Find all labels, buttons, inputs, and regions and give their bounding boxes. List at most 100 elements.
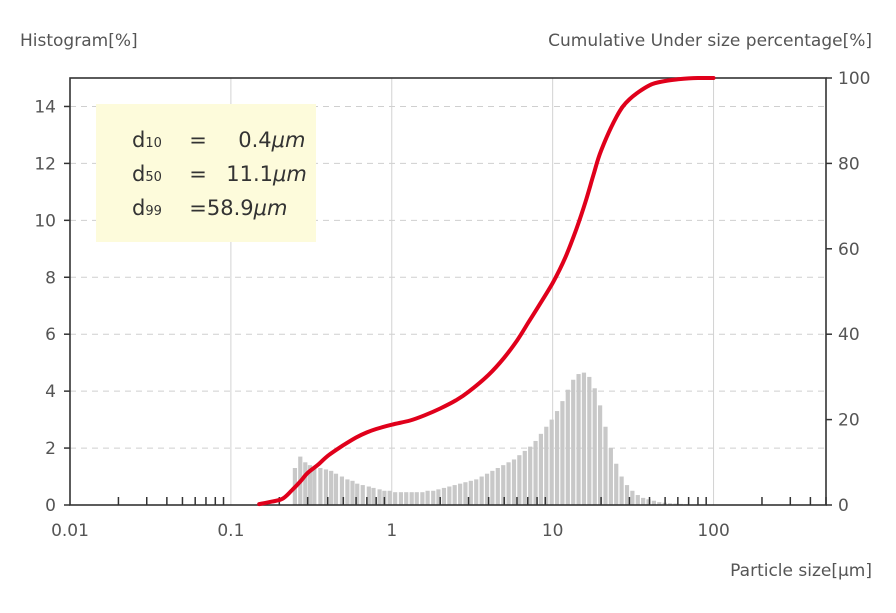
histogram-bar [409, 492, 414, 505]
histogram-bar [458, 483, 463, 505]
histogram-bar [436, 489, 441, 505]
histogram-bar [544, 426, 549, 505]
stat-subscript: 50 [145, 170, 162, 185]
y-right-tick-label: 100 [838, 69, 870, 89]
histogram-bar [420, 492, 425, 505]
stat-equals: = [189, 196, 207, 220]
histogram-bar [528, 446, 533, 505]
stat-label: d [132, 128, 146, 152]
histogram-bar [587, 376, 592, 505]
histogram-bar [490, 470, 495, 505]
y-left-tick-label: 0 [45, 496, 56, 516]
histogram-bar [431, 490, 436, 505]
histogram-bar [329, 470, 334, 505]
stat-value: 0.4 [238, 128, 272, 152]
cumulative-curve [257, 75, 716, 507]
histogram-bar [554, 411, 560, 505]
histogram-bar [398, 492, 404, 505]
histogram-bar [624, 485, 630, 505]
x-tick-label: 10 [542, 521, 564, 541]
histogram-bar [495, 467, 500, 505]
histogram-bar [581, 372, 587, 505]
histogram-bar [371, 487, 376, 505]
x-tick-label: 100 [697, 521, 729, 541]
right-axis-title: Cumulative Under size percentage[%] [548, 31, 872, 51]
histogram-bar [452, 485, 457, 505]
histogram-bar [517, 455, 522, 505]
histogram-bar [318, 467, 323, 505]
histogram-bar [345, 479, 350, 505]
x-tick-label: 0.1 [217, 521, 244, 541]
stat-value: 11.1 [226, 162, 274, 186]
histogram-bar [307, 465, 313, 505]
histogram-bar [312, 466, 317, 505]
histogram-bar [303, 462, 308, 505]
stat-unit: μm [253, 196, 288, 220]
histogram-bar [533, 440, 538, 505]
stat-label: d [132, 162, 146, 186]
stat-equals: = [189, 162, 207, 186]
histogram-bar [501, 465, 506, 505]
histogram-bar [598, 405, 603, 505]
histogram-bar [333, 473, 339, 505]
histogram-bar [387, 490, 392, 505]
histogram-bar [522, 450, 527, 505]
stat-row-d10: d10 = 0.4μm [132, 128, 305, 152]
stat-equals: = [189, 128, 207, 152]
histogram-bar [603, 426, 608, 505]
histogram-bar [619, 476, 624, 505]
histogram-bar [608, 448, 613, 505]
histogram-bar [565, 389, 570, 505]
histogram-bar [366, 486, 371, 505]
histogram-bar [474, 479, 479, 505]
histogram-bar [468, 480, 473, 505]
y-left-tick-label: 14 [34, 97, 56, 117]
y-right-tick-label: 60 [838, 240, 860, 260]
y-left-tick-label: 12 [34, 154, 56, 174]
stat-subscript: 99 [145, 204, 162, 219]
histogram-bar [646, 499, 651, 505]
stat-subscript: 10 [145, 136, 162, 151]
y-left-tick-label: 6 [45, 325, 56, 345]
histogram-bar [393, 492, 398, 505]
stat-row-d99: d99 =58.9μm [132, 196, 287, 220]
histogram-bar [479, 476, 484, 505]
stat-unit: μm [273, 162, 307, 186]
histogram-bar [560, 401, 565, 505]
histogram-bar [463, 482, 468, 505]
histogram-bar [630, 490, 635, 505]
histogram-bar [404, 492, 409, 505]
histogram-bar [614, 463, 619, 505]
y-right-tick-label: 0 [838, 496, 849, 516]
histogram-bar [571, 379, 576, 505]
histogram-bar [538, 433, 543, 505]
histogram-bar [339, 476, 345, 505]
histogram-bar [447, 486, 452, 505]
histogram-bar [350, 480, 355, 505]
x-axis-title: Particle size[µm] [730, 561, 872, 581]
histogram-bar [511, 459, 517, 505]
statistics-box: d10 = 0.4μm d50 = 11.1μm d99 =58.9μm [96, 104, 316, 242]
histogram-bar [425, 490, 430, 505]
y-right-tick-label: 40 [838, 325, 860, 345]
histogram-bar [441, 487, 447, 505]
left-axis-title: Histogram[%] [20, 31, 138, 51]
histogram-bar [323, 469, 329, 505]
histogram-bar [484, 473, 490, 505]
histogram-bar [657, 502, 662, 505]
histogram-bar [549, 419, 554, 505]
stat-unit: μm [271, 128, 306, 152]
y-left-tick-label: 2 [45, 439, 56, 459]
y-right-tick-label: 80 [838, 154, 860, 174]
y-left-tick-label: 10 [34, 211, 56, 231]
x-tick-label: 1 [386, 521, 397, 541]
histogram-bar [592, 388, 597, 505]
histogram-bar [651, 500, 657, 505]
y-left-tick-label: 8 [45, 268, 56, 288]
histogram-bar [641, 497, 646, 505]
histogram-bar [506, 462, 511, 505]
stat-row-d50: d50 = 11.1μm [132, 162, 307, 186]
histogram-bar [377, 489, 382, 505]
histogram-bar [360, 485, 365, 505]
